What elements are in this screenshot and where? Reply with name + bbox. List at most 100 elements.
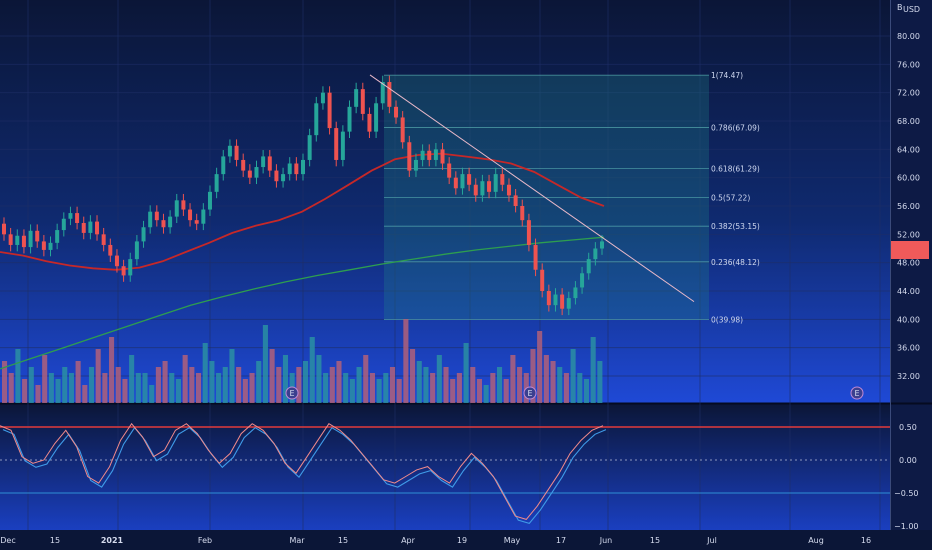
candle-body[interactable]	[394, 106, 399, 118]
downtrend-line[interactable]	[369, 74, 695, 303]
candle-body[interactable]	[380, 82, 385, 104]
candle-body[interactable]	[513, 195, 518, 206]
candle-body[interactable]	[500, 174, 505, 185]
candle-body[interactable]	[75, 213, 80, 223]
candle-body[interactable]	[327, 92, 332, 129]
candle-body[interactable]	[148, 211, 153, 228]
candle-body[interactable]	[407, 142, 412, 171]
candle-body[interactable]	[540, 269, 545, 291]
trendline[interactable]	[369, 74, 695, 303]
candle-body[interactable]	[447, 163, 452, 178]
candle-body[interactable]	[580, 273, 585, 288]
candle-body[interactable]	[301, 159, 305, 175]
candle-body[interactable]	[2, 223, 6, 235]
candle-body[interactable]	[314, 103, 319, 136]
candle-body[interactable]	[320, 92, 325, 104]
candle-body[interactable]	[374, 103, 379, 132]
candle-body[interactable]	[114, 255, 119, 267]
candle-body[interactable]	[526, 220, 531, 245]
candle-body[interactable]	[61, 218, 66, 231]
price-axis-background[interactable]	[890, 0, 932, 530]
currency-label[interactable]: USD	[903, 5, 920, 14]
candle-body[interactable]	[520, 206, 525, 221]
candle-body[interactable]	[427, 150, 432, 160]
candle-body[interactable]	[141, 227, 146, 242]
candle-body[interactable]	[28, 230, 33, 248]
candle-body[interactable]	[294, 163, 299, 175]
candle-body[interactable]	[15, 235, 20, 245]
candle-body[interactable]	[460, 174, 465, 189]
candle-body[interactable]	[108, 244, 113, 256]
earnings-marker[interactable]	[523, 386, 537, 400]
candle-body[interactable]	[586, 259, 591, 274]
candle-body[interactable]	[347, 106, 352, 132]
candle-body[interactable]	[254, 167, 259, 178]
candlestick-series[interactable]	[2, 75, 604, 316]
candle-body[interactable]	[354, 89, 359, 107]
candle-body[interactable]	[168, 216, 173, 228]
candle-body[interactable]	[101, 234, 106, 245]
candle-body[interactable]	[387, 82, 392, 107]
candle-body[interactable]	[593, 248, 598, 260]
candle-body[interactable]	[221, 156, 226, 175]
candle-body[interactable]	[480, 181, 485, 196]
candle-body[interactable]	[340, 131, 345, 160]
candle-body[interactable]	[487, 181, 492, 192]
candle-body[interactable]	[48, 242, 53, 250]
candle-body[interactable]	[493, 174, 498, 192]
candle-body[interactable]	[154, 211, 159, 221]
candle-body[interactable]	[433, 149, 438, 160]
candle-body[interactable]	[181, 200, 186, 210]
candle-body[interactable]	[420, 150, 425, 160]
candle-body[interactable]	[274, 170, 279, 182]
candle-body[interactable]	[35, 230, 40, 242]
candle-body[interactable]	[134, 241, 139, 260]
candle-body[interactable]	[161, 220, 166, 228]
candle-body[interactable]	[81, 223, 86, 233]
candle-body[interactable]	[247, 170, 252, 178]
candle-body[interactable]	[560, 294, 565, 309]
candle-body[interactable]	[214, 174, 219, 192]
candle-body[interactable]	[241, 159, 246, 171]
candle-body[interactable]	[573, 287, 578, 299]
candle-body[interactable]	[506, 184, 511, 196]
candle-body[interactable]	[360, 89, 365, 114]
candle-body[interactable]	[307, 135, 312, 160]
candle-body[interactable]	[334, 128, 339, 160]
candle-body[interactable]	[227, 145, 232, 157]
candle-body[interactable]	[194, 220, 199, 224]
candle-body[interactable]	[234, 145, 239, 160]
candle-body[interactable]	[207, 191, 212, 210]
candle-body[interactable]	[600, 241, 604, 249]
candle-body[interactable]	[566, 298, 571, 309]
candle-body[interactable]	[546, 291, 551, 306]
candle-body[interactable]	[261, 156, 266, 168]
candle-body[interactable]	[453, 177, 458, 189]
candle-body[interactable]	[55, 230, 60, 243]
candle-body[interactable]	[188, 209, 193, 221]
oscillator-indicator[interactable]	[0, 422, 890, 525]
candle-body[interactable]	[267, 156, 272, 171]
candle-body[interactable]	[367, 113, 372, 132]
candle-body[interactable]	[413, 159, 418, 171]
candle-body[interactable]	[201, 209, 206, 224]
candle-body[interactable]	[400, 117, 405, 143]
time-axis-background[interactable]	[0, 530, 932, 550]
candle-body[interactable]	[128, 259, 133, 276]
candle-body[interactable]	[467, 174, 472, 185]
candle-body[interactable]	[21, 235, 26, 248]
candle-body[interactable]	[473, 184, 478, 196]
candle-body[interactable]	[174, 200, 179, 217]
candle-body[interactable]	[287, 163, 292, 175]
candle-body[interactable]	[281, 174, 286, 182]
candle-body[interactable]	[8, 234, 13, 245]
candle-body[interactable]	[41, 241, 46, 250]
candle-body[interactable]	[553, 294, 558, 306]
earnings-marker[interactable]	[850, 386, 864, 400]
earnings-marker[interactable]	[285, 386, 299, 400]
candle-body[interactable]	[440, 149, 445, 164]
fibonacci-retracement[interactable]: 1(74.47) 0.786(67.09) 0.618(61.29) 0.5(57.2…	[384, 71, 760, 324]
candle-body[interactable]	[121, 266, 126, 276]
